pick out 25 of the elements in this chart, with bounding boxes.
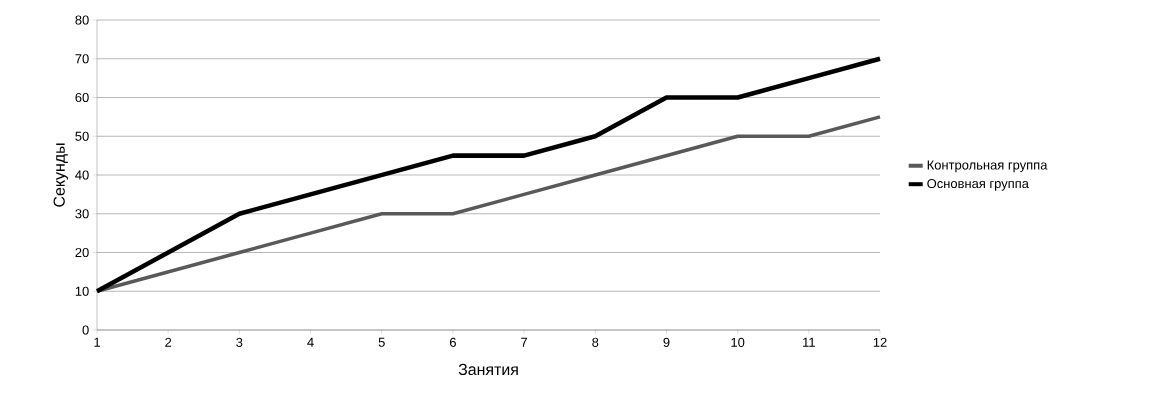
x-tick-label: 10 — [731, 337, 745, 347]
y-tick-label: 40 — [75, 170, 89, 180]
y-tick-label: 50 — [75, 131, 89, 141]
legend-label: Основная группа — [927, 178, 1029, 191]
x-tick-label: 6 — [449, 337, 456, 347]
x-tick-label: 12 — [873, 337, 887, 347]
y-tick-label: 60 — [75, 92, 89, 103]
y-tick-label: 30 — [75, 209, 89, 219]
x-tick-label: 2 — [165, 337, 172, 347]
x-axis-title: Занятия — [458, 363, 518, 376]
y-axis-title: Секунды — [53, 143, 68, 207]
x-tick-label: 9 — [663, 337, 670, 347]
x-tick-label: 5 — [378, 337, 385, 347]
x-tick-label: 3 — [236, 337, 243, 347]
y-tick-label: 70 — [75, 54, 89, 64]
x-tick-label: 7 — [521, 337, 528, 347]
y-tick-label: 0 — [82, 325, 89, 335]
legend-label: Контрольная группа — [927, 160, 1048, 173]
x-tick-label: 1 — [94, 337, 100, 347]
x-tick-label: 4 — [307, 337, 314, 347]
x-tick-label: 8 — [592, 337, 599, 347]
y-tick-label: 80 — [75, 15, 89, 25]
y-tick-label: 20 — [75, 247, 89, 258]
y-tick-label: 10 — [75, 286, 89, 296]
x-tick-label: 11 — [803, 337, 815, 347]
